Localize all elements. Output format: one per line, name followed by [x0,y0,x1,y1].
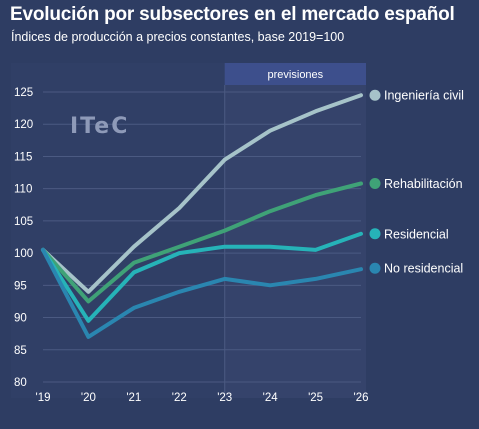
legend-marker [369,89,381,101]
x-tick-label: '20 [81,392,96,404]
series-line [41,181,363,304]
series-line [41,247,363,339]
chart-title: Evolución por subsectores en el mercado … [10,4,455,25]
series-label: Ingeniería civil [384,89,464,103]
x-tick-label: '25 [308,392,323,404]
series-line [41,93,363,294]
y-tick-label: 110 [14,184,32,196]
series-label: No residencial [384,262,463,276]
y-tick-label: 95 [14,280,27,292]
x-tick-label: '22 [172,392,187,404]
y-tick-label: 100 [14,248,33,260]
series-lines [41,93,363,339]
x-tick-label: '26 [354,392,369,404]
y-tick-label: 105 [14,216,33,228]
series-label: Rehabilitación [384,177,463,191]
series-labels: Ingeniería civil Rehabilitación Residencia… [369,89,464,276]
y-tick-label: 125 [14,87,33,99]
forecast-header [224,63,366,85]
legend-marker [369,262,381,274]
y-tick-label: 85 [14,345,27,357]
x-tick-label: '24 [263,392,279,404]
legend-marker [369,178,381,190]
series-label: Residencial [384,227,449,241]
y-tick-label: 90 [14,313,27,325]
x-tick-label: '19 [36,392,51,404]
x-tick-label: '21 [126,392,141,404]
legend-marker [369,228,381,240]
y-tick-label: 115 [14,151,32,163]
itec-logo: ITeC [70,114,129,139]
y-axis: 80 85 90 95 100 105 110 115 120 125 [14,87,33,389]
y-tick-label: 120 [14,119,33,131]
y-tick-label: 80 [14,377,27,389]
forecast-region [224,63,366,398]
chart-subtitle: Índices de producción a precios constant… [11,30,345,44]
forecast-label: previsiones [268,69,324,81]
x-axis: '19 '20 '21 '22 '23 '24 '25 '26 [36,392,369,404]
x-tick-label: '23 [217,392,232,404]
series-line [41,231,363,323]
